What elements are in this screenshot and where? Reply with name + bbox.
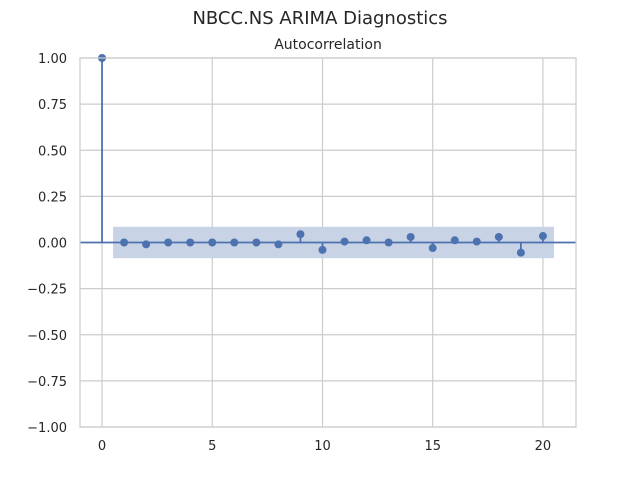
acf-point [230, 238, 239, 247]
y-tick-label: −0.75 [27, 375, 67, 390]
tick-labels-layer: 0 5 10 15 20 1.00 0.75 0.50 0.25 0.00 −0.25 −0.50 −0… [27, 52, 551, 454]
figure-suptitle: NBCC.NS ARIMA Diagnostics [192, 8, 447, 29]
acf-point [340, 237, 349, 246]
acf-point [164, 238, 173, 247]
acf-point [120, 238, 129, 247]
x-tick-label: 15 [424, 439, 441, 454]
acf-point [274, 240, 283, 249]
acf-point [494, 232, 503, 241]
acf-point [362, 236, 371, 245]
acf-point [516, 248, 525, 257]
y-tick-label: −1.00 [27, 421, 67, 436]
acf-point [450, 236, 459, 245]
y-tick-label: 0.25 [38, 190, 67, 205]
x-tick-label: 0 [98, 439, 106, 454]
acf-point [186, 238, 195, 247]
acf-point [296, 230, 305, 239]
y-tick-label: −0.25 [27, 283, 67, 298]
y-tick-label: 0.75 [38, 98, 67, 113]
y-tick-label: 1.00 [38, 52, 67, 67]
y-tick-label: 0.50 [38, 144, 67, 159]
acf-point [208, 238, 217, 247]
x-tick-label: 20 [535, 439, 552, 454]
acf-point [142, 240, 151, 249]
x-tick-label: 10 [314, 439, 331, 454]
chart-title: Autocorrelation [274, 37, 382, 53]
acf-point [318, 245, 327, 254]
acf-point [384, 238, 393, 247]
acf-point [406, 232, 415, 241]
acf-point [428, 244, 437, 253]
acf-point [472, 237, 481, 246]
acf-point [252, 238, 261, 247]
y-tick-label: −0.50 [27, 329, 67, 344]
y-tick-label: 0.00 [38, 237, 67, 252]
markers-layer [98, 54, 547, 257]
acf-point [538, 232, 547, 241]
plot-frame [79, 57, 577, 428]
x-tick-label: 5 [208, 439, 216, 454]
